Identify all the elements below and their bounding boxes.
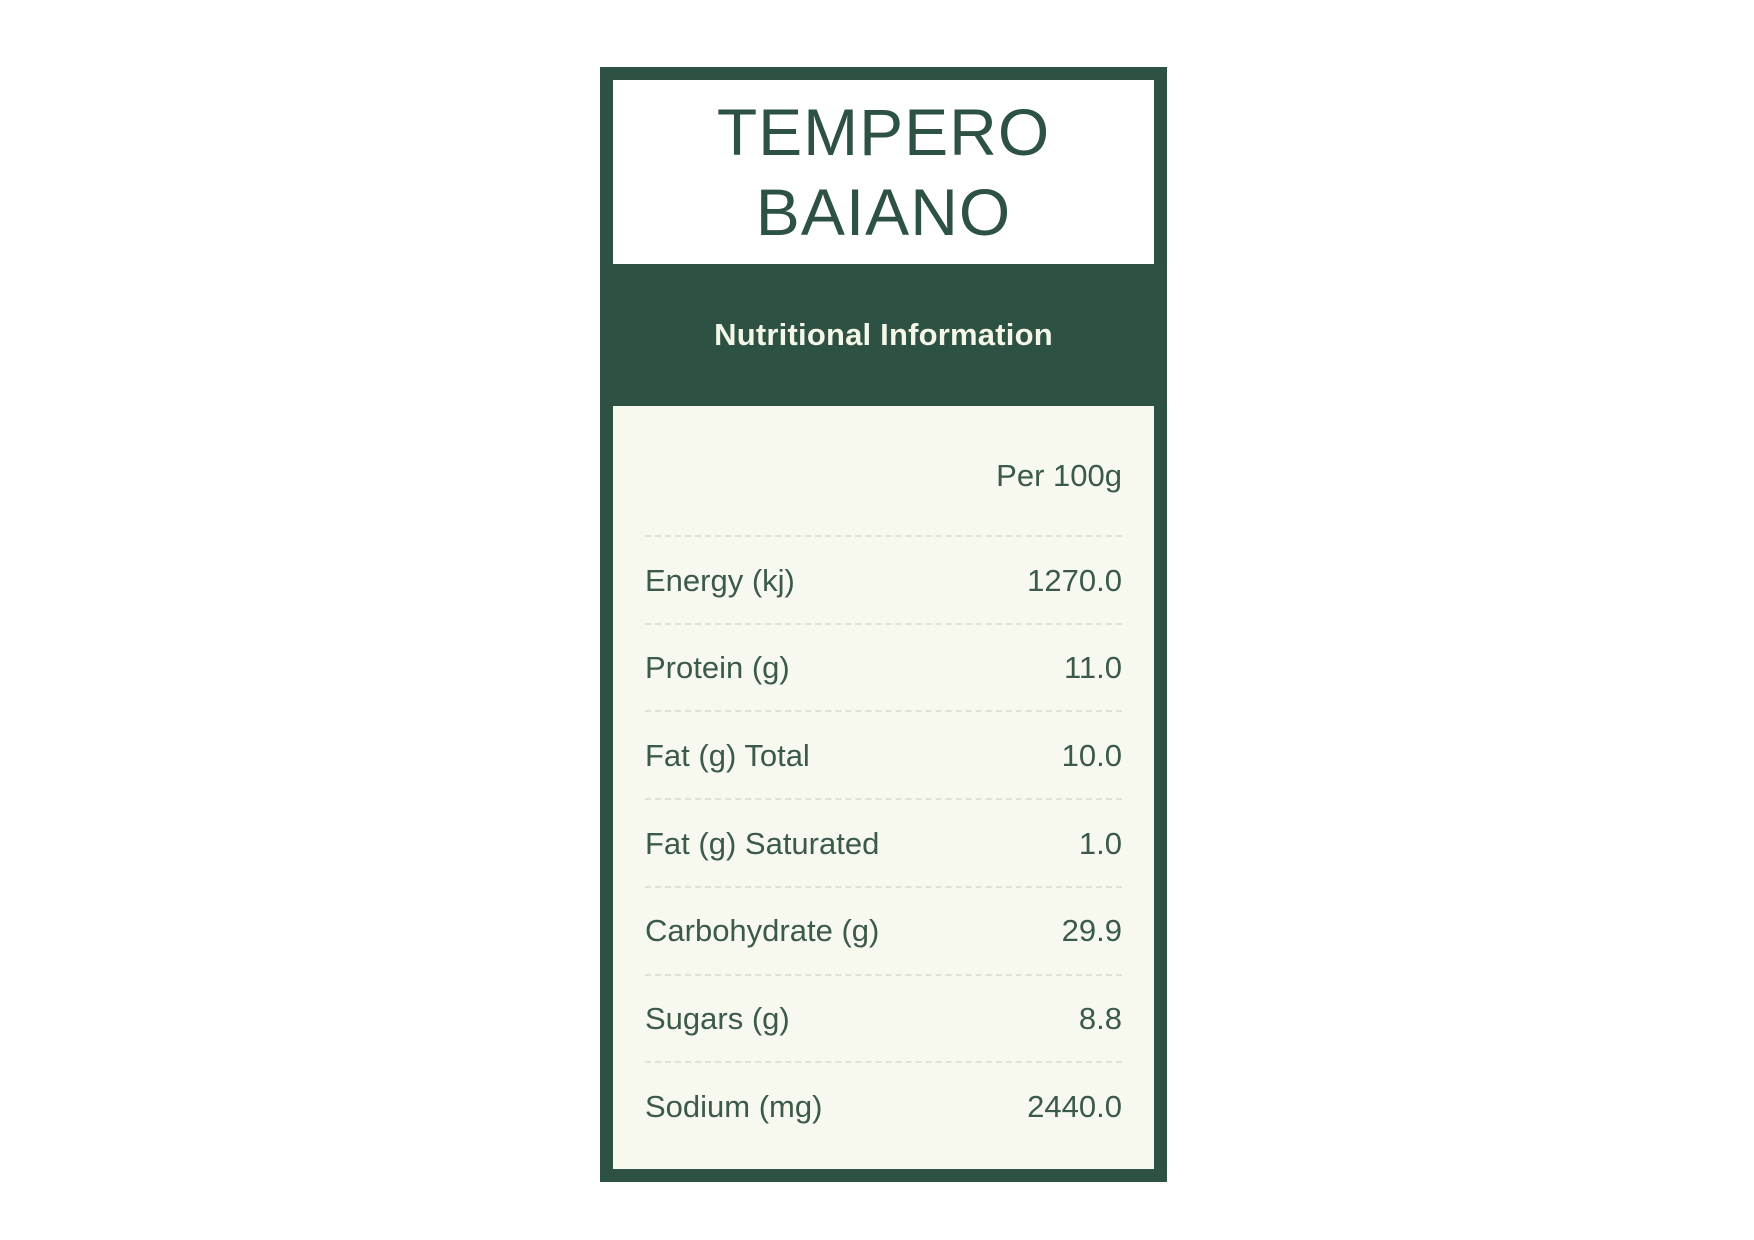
nutrient-label: Fat (g) Total — [645, 737, 810, 773]
nutrient-value: 2440.0 — [1027, 1088, 1122, 1124]
table-row: Energy (kj) 1270.0 — [645, 535, 1122, 624]
table-row: Fat (g) Total 10.0 — [645, 710, 1122, 799]
nutrient-value: 1270.0 — [1027, 562, 1122, 598]
nutrition-card: TEMPERO BAIANO Nutritional Information P… — [600, 67, 1167, 1182]
table-row: Protein (g) 11.0 — [645, 622, 1122, 712]
nutrient-label: Energy (kj) — [645, 562, 795, 598]
table-row: Fat (g) Saturated 1.0 — [645, 798, 1122, 887]
product-title-line-1: TEMPERO — [716, 95, 1051, 169]
nutrient-value: 11.0 — [1063, 650, 1122, 686]
product-title-box: TEMPERO BAIANO — [613, 80, 1154, 264]
section-header-band: Nutritional Information — [613, 264, 1154, 406]
column-header-per-100g: Per 100g — [996, 458, 1122, 493]
nutrition-table: Per 100g Energy (kj) 1270.0 Protein (g) 11.… — [613, 406, 1154, 1169]
table-row: Sugars (g) 8.8 — [645, 973, 1122, 1063]
nutrient-label: Protein (g) — [645, 650, 790, 686]
table-row: Carbohydrate (g) 29.9 — [645, 885, 1122, 975]
table-row: Sodium (mg) 2440.0 — [645, 1061, 1122, 1150]
nutrient-label: Sugars (g) — [645, 1001, 790, 1036]
section-header: Nutritional Information — [714, 317, 1053, 352]
nutrient-value: 29.9 — [1061, 913, 1122, 949]
product-title-line-2: BAIANO — [755, 175, 1012, 249]
nutrient-label: Sodium (mg) — [645, 1088, 823, 1124]
nutrient-value: 8.8 — [1078, 1001, 1122, 1036]
nutrient-value: 10.0 — [1061, 737, 1122, 773]
nutrient-label: Carbohydrate (g) — [645, 913, 880, 949]
nutrient-label: Fat (g) Saturated — [645, 825, 880, 861]
nutrient-value: 1.0 — [1078, 825, 1122, 861]
